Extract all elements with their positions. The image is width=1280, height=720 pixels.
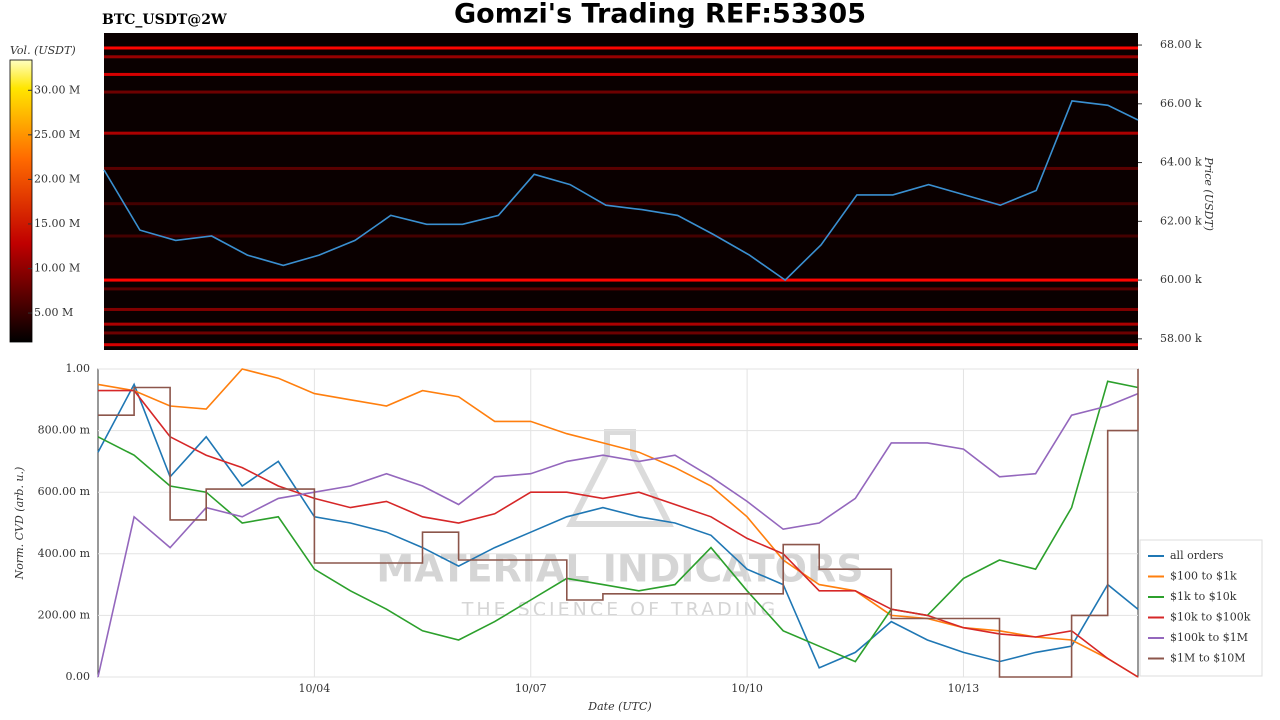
liquidity-band	[104, 202, 1138, 206]
colorbar-tick-label: 5.00 M	[34, 306, 73, 319]
liquidity-band	[104, 90, 1138, 94]
watermark-subtext: THE SCIENCE OF TRADING	[461, 599, 779, 621]
x-tick-label: 10/04	[299, 682, 331, 695]
colorbar-tick-label: 25.00 M	[34, 128, 80, 141]
x-tick-label: 10/07	[515, 682, 547, 695]
series-line	[97, 380, 1139, 663]
liquidity-band	[104, 131, 1138, 135]
y-tick-label: 0.00	[66, 670, 91, 683]
y-tick-label: 200.00 m	[38, 608, 91, 621]
legend-label: all orders	[1170, 549, 1224, 562]
chart-title: Gomzi's Trading REF:53305	[454, 0, 866, 30]
y-tick-label: 1.00	[66, 362, 91, 375]
liquidity-band	[104, 46, 1138, 50]
y-tick-label: 600.00 m	[38, 485, 91, 498]
chart-subtitle: BTC_USDT@2W	[102, 12, 227, 28]
liquidity-band	[104, 72, 1138, 76]
series-line	[97, 392, 1139, 678]
legend	[1139, 539, 1263, 677]
liquidity-band	[104, 234, 1138, 238]
liquidity-band	[104, 331, 1138, 335]
legend-label: $1M to $10M	[1170, 652, 1246, 665]
x-tick-label: 10/13	[948, 682, 980, 695]
y-tick-label: 64.00 k	[1160, 156, 1202, 169]
colorbar-tick-label: 30.00 M	[34, 83, 80, 96]
legend-label: $100k to $1M	[1170, 631, 1248, 644]
y-tick-label: 62.00 k	[1160, 214, 1202, 227]
heatmap-layer: 58.00 k 60.00 k 62.00 k 64.00 k 66.00 k 68.00…	[28, 38, 1202, 347]
series-line	[98, 369, 1139, 678]
liquidity-band	[104, 166, 1138, 170]
y-axis-label: Norm. CVD (arb. u.)	[13, 467, 26, 581]
y-tick-label: 800.00 m	[38, 424, 91, 437]
price-line	[103, 100, 1139, 282]
liquidity-band	[104, 55, 1138, 59]
x-axis-label: Date (UTC)	[587, 700, 651, 713]
y-axis-label: Price (USDT)	[1202, 156, 1215, 231]
plot-area	[97, 368, 1139, 678]
watermark-text: MATERIAL INDICATORS	[376, 547, 863, 591]
series-line	[98, 389, 1139, 678]
liquidity-band	[104, 307, 1138, 311]
y-tick-label: 66.00 k	[1160, 97, 1202, 110]
legend-label: $1k to $10k	[1170, 590, 1237, 603]
liquidity-band	[104, 322, 1138, 326]
series-line	[97, 382, 1139, 669]
legend-label: $10k to $100k	[1170, 611, 1251, 624]
x-tick-label: 10/10	[731, 682, 763, 695]
liquidity-band	[104, 343, 1138, 347]
legend-label: $100 to $1k	[1170, 570, 1237, 583]
colorbar-tick-label: 15.00 M	[34, 217, 80, 230]
colorbar-tick-label: 10.00 M	[34, 261, 80, 274]
heatmap-area	[104, 33, 1138, 350]
colorbar-tick-label: 20.00 M	[34, 172, 80, 185]
line-layer: 0.00 200.00 m 400.00 m 600.00 m 800.00 m 1.00…	[38, 362, 1263, 695]
colorbar-label: Vol. (USDT)	[10, 44, 76, 57]
y-tick-label: 60.00 k	[1160, 273, 1202, 286]
y-tick-label: 400.00 m	[38, 547, 91, 560]
y-tick-label: 68.00 k	[1160, 38, 1202, 51]
liquidity-band	[104, 278, 1138, 282]
liquidity-band	[104, 287, 1138, 291]
colorbar	[9, 59, 33, 343]
y-tick-label: 58.00 k	[1160, 332, 1202, 345]
